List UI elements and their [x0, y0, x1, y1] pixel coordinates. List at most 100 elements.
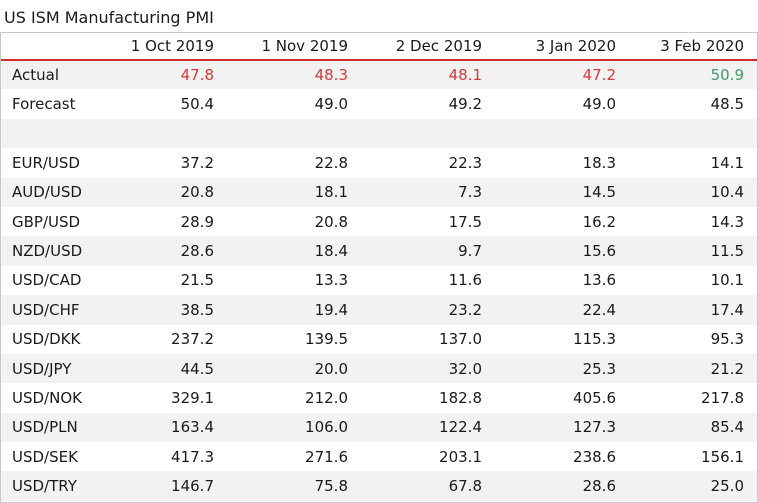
table-cell: 237.2 [171, 330, 214, 349]
table-row: USD/JPY 44.5 20.0 32.0 25.3 21.2 [0, 353, 758, 384]
row-label: USD/CHF [12, 300, 80, 319]
table-cell: 405.6 [573, 388, 616, 407]
header-cell-date: 3 Feb 2020 [630, 32, 758, 61]
table-cell: 329.1 [171, 388, 214, 407]
header-cell-date: 2 Dec 2019 [362, 32, 496, 61]
table-body: Actual 47.8 48.3 48.1 47.2 50.9 Forecast 50.4 49… [0, 60, 758, 501]
table-row: Forecast 50.4 49.0 49.2 49.0 48.5 [0, 89, 758, 119]
table-cell: 50.4 [180, 95, 214, 114]
spacer-row [0, 118, 758, 149]
table-cell: 23.2 [448, 300, 482, 319]
header-row: 1 Oct 2019 1 Nov 2019 2 Dec 2019 3 Jan 2… [0, 32, 758, 61]
table-cell: 95.3 [710, 330, 744, 349]
table-cell: 19.4 [314, 300, 348, 319]
table-title: US ISM Manufacturing PMI [4, 8, 214, 27]
row-label: USD/JPY [12, 359, 72, 378]
table-cell: 18.3 [582, 153, 616, 172]
table-cell: 25.3 [582, 359, 616, 378]
table-cell: 238.6 [573, 447, 616, 466]
table-cell: 20.0 [314, 359, 348, 378]
table-cell: 17.4 [710, 300, 744, 319]
table-cell: 137.0 [439, 330, 482, 349]
table-cell: 11.5 [710, 242, 744, 261]
table-cell: 14.5 [582, 183, 616, 202]
header-cell-date: 1 Nov 2019 [228, 32, 362, 61]
table-cell: 48.5 [710, 95, 744, 114]
table-cell: 50.9 [710, 66, 744, 85]
table-cell: 115.3 [573, 330, 616, 349]
table-cell: 18.4 [314, 242, 348, 261]
row-label: GBP/USD [12, 212, 81, 231]
table-cell: 22.4 [582, 300, 616, 319]
table-cell: 9.7 [458, 242, 482, 261]
table-row: USD/SEK 417.3 271.6 203.1 238.6 156.1 [0, 442, 758, 472]
table-cell: 75.8 [314, 477, 348, 496]
row-label: USD/PLN [12, 418, 78, 437]
table-cell: 20.8 [314, 212, 348, 231]
table-cell: 16.2 [582, 212, 616, 231]
table-cell: 21.2 [710, 359, 744, 378]
table-row: USD/CHF 38.5 19.4 23.2 22.4 17.4 [0, 295, 758, 325]
row-label: USD/DKK [12, 330, 81, 349]
table-row: USD/NOK 329.1 212.0 182.8 405.6 217.8 [0, 383, 758, 413]
table-cell: 44.5 [180, 359, 214, 378]
row-label: NZD/USD [12, 242, 83, 261]
row-label: EUR/USD [12, 153, 80, 172]
table-cell: 217.8 [701, 388, 744, 407]
table-cell [362, 119, 496, 148]
table-cell: 22.8 [314, 153, 348, 172]
table-row: Actual 47.8 48.3 48.1 47.2 50.9 [0, 60, 758, 90]
table-cell [88, 119, 228, 148]
table-cell: 212.0 [305, 388, 348, 407]
table-cell: 37.2 [180, 153, 214, 172]
row-label: Forecast [12, 95, 76, 114]
table-cell: 146.7 [171, 477, 214, 496]
table-cell: 14.3 [710, 212, 744, 231]
table-cell: 271.6 [305, 447, 348, 466]
table-cell [630, 119, 758, 148]
table-cell: 47.8 [180, 66, 214, 85]
table-cell: 122.4 [439, 418, 482, 437]
table-cell: 21.5 [180, 271, 214, 290]
row-label: USD/NOK [12, 388, 82, 407]
row-label: Actual [12, 66, 59, 85]
table-cell: 139.5 [305, 330, 348, 349]
table-row: GBP/USD 28.9 20.8 17.5 16.2 14.3 [0, 206, 758, 237]
table-cell: 13.6 [582, 271, 616, 290]
table-cell: 22.3 [448, 153, 482, 172]
table-cell: 28.6 [582, 477, 616, 496]
table-cell: 18.1 [314, 183, 348, 202]
table-cell: 13.3 [314, 271, 348, 290]
table-cell: 15.6 [582, 242, 616, 261]
table-cell: 7.3 [458, 183, 482, 202]
table-cell: 127.3 [573, 418, 616, 437]
row-label: AUD/USD [12, 183, 82, 202]
table-cell: 49.2 [448, 95, 482, 114]
header-cell-label [0, 32, 88, 61]
table-cell: 28.6 [180, 242, 214, 261]
table-cell: 49.0 [582, 95, 616, 114]
data-table-container: 1 Oct 2019 1 Nov 2019 2 Dec 2019 3 Jan 2… [0, 32, 758, 501]
row-label [0, 119, 88, 148]
header-cell-date: 3 Jan 2020 [496, 32, 630, 61]
table-cell [496, 119, 630, 148]
table-cell: 182.8 [439, 388, 482, 407]
table-cell: 10.4 [710, 183, 744, 202]
table-cell: 47.2 [582, 66, 616, 85]
table-cell: 67.8 [448, 477, 482, 496]
table-cell: 38.5 [180, 300, 214, 319]
table-cell: 48.1 [448, 66, 482, 85]
table-row: USD/DKK 237.2 139.5 137.0 115.3 95.3 [0, 324, 758, 354]
table-row: AUD/USD 20.8 18.1 7.3 14.5 10.4 [0, 177, 758, 207]
table-cell: 156.1 [701, 447, 744, 466]
table-cell: 417.3 [171, 447, 214, 466]
pmi-table: 1 Oct 2019 1 Nov 2019 2 Dec 2019 3 Jan 2… [0, 32, 758, 501]
table-cell: 17.5 [448, 212, 482, 231]
table-cell [228, 119, 362, 148]
header-cell-date: 1 Oct 2019 [88, 32, 228, 61]
table-row: USD/TRY 146.7 75.8 67.8 28.6 25.0 [0, 471, 758, 501]
table-cell: 203.1 [439, 447, 482, 466]
row-label: USD/CAD [12, 271, 82, 290]
row-label: USD/SEK [12, 447, 78, 466]
table-cell: 20.8 [180, 183, 214, 202]
